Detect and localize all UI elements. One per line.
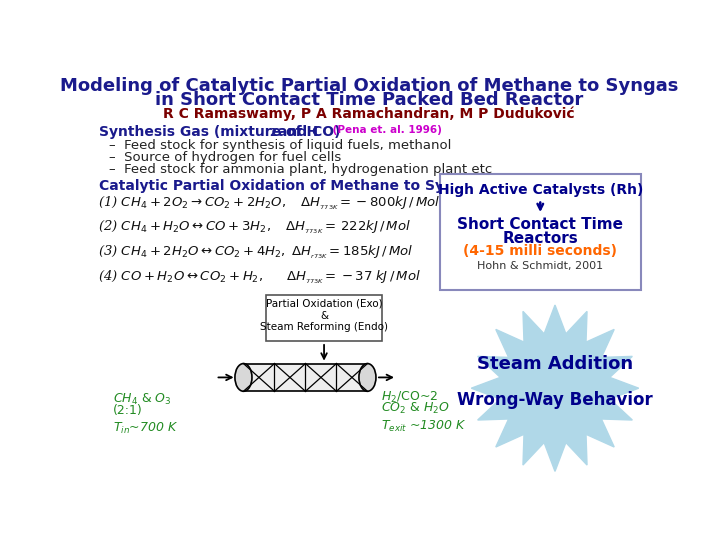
Text: $H_2$/CO~2: $H_2$/CO~2 <box>381 390 438 405</box>
Text: Catalytic Partial Oxidation of Methane to Syngas: Catalytic Partial Oxidation of Methane t… <box>99 179 482 193</box>
Text: &: & <box>320 311 328 321</box>
Text: Hohn & Schmidt, 2001: Hohn & Schmidt, 2001 <box>477 261 603 271</box>
Text: $T_{exit}$ ~1300 K: $T_{exit}$ ~1300 K <box>381 419 467 434</box>
Text: (4) $CO + H_2O \leftrightarrow CO_2 + H_2,$     $\Delta H_{_{773K}} = -37\; kJ\,: (4) $CO + H_2O \leftrightarrow CO_2 + H_… <box>98 268 420 286</box>
Text: Synthesis Gas (mixture of H: Synthesis Gas (mixture of H <box>99 125 318 139</box>
Text: Wrong-Way Behavior: Wrong-Way Behavior <box>457 391 653 409</box>
Ellipse shape <box>235 363 252 392</box>
Text: –  Source of hydrogen for fuel cells: – Source of hydrogen for fuel cells <box>109 151 341 164</box>
Text: $T_{in}$~700 K: $T_{in}$~700 K <box>113 421 179 436</box>
Text: (2:1): (2:1) <box>113 403 143 416</box>
Text: Steam Addition: Steam Addition <box>477 355 633 373</box>
Text: –  Feed stock for ammonia plant, hydrogenation plant etc: – Feed stock for ammonia plant, hydrogen… <box>109 164 492 177</box>
FancyBboxPatch shape <box>439 174 641 289</box>
Text: Modeling of Catalytic Partial Oxidation of Methane to Syngas: Modeling of Catalytic Partial Oxidation … <box>60 77 678 95</box>
Text: High Active Catalysts (Rh): High Active Catalysts (Rh) <box>438 183 643 197</box>
Text: and CO): and CO) <box>273 125 341 139</box>
Text: (2) $CH_4 + H_2O \leftrightarrow CO + 3H_2,$   $\Delta H_{_{773K}} =\, 222kJ\,/\: (2) $CH_4 + H_2O \leftrightarrow CO + 3H… <box>98 219 411 237</box>
Ellipse shape <box>359 363 376 392</box>
Text: Partial Oxidation (Exo): Partial Oxidation (Exo) <box>266 299 382 309</box>
Text: $CH_4$ & $O_3$: $CH_4$ & $O_3$ <box>113 392 171 407</box>
FancyBboxPatch shape <box>266 295 382 341</box>
Text: (Pena et. al. 1996): (Pena et. al. 1996) <box>329 125 441 135</box>
Text: Reactors: Reactors <box>503 231 578 246</box>
Polygon shape <box>472 305 639 471</box>
Text: (1) $CH_4 + 2O_2 \rightarrow CO_2 + 2H_2O,$   $\Delta H_{_{773K}} = -800kJ\,/\,M: (1) $CH_4 + 2O_2 \rightarrow CO_2 + 2H_2… <box>98 194 440 212</box>
Text: (4-15 milli seconds): (4-15 milli seconds) <box>463 244 617 258</box>
Text: in Short Contact Time Packed Bed Reactor: in Short Contact Time Packed Bed Reactor <box>155 91 583 109</box>
Text: Steam Reforming (Endo): Steam Reforming (Endo) <box>260 322 388 332</box>
Text: R C Ramaswamy, P A Ramachandran, M P Duduković: R C Ramaswamy, P A Ramachandran, M P Dud… <box>163 106 575 121</box>
Text: –  Feed stock for synthesis of liquid fuels, methanol: – Feed stock for synthesis of liquid fue… <box>109 139 451 152</box>
Text: Short Contact Time: Short Contact Time <box>457 217 624 232</box>
Text: (3) $CH_4 + 2H_2O \leftrightarrow CO_2 + 4H_2,\; \Delta H_{_{r73K}} = 185kJ\,/\,: (3) $CH_4 + 2H_2O \leftrightarrow CO_2 +… <box>98 244 413 261</box>
Text: 2: 2 <box>269 128 276 138</box>
Text: $CO_2$ & $H_2O$: $CO_2$ & $H_2O$ <box>381 401 449 416</box>
Bar <box>243 363 367 392</box>
